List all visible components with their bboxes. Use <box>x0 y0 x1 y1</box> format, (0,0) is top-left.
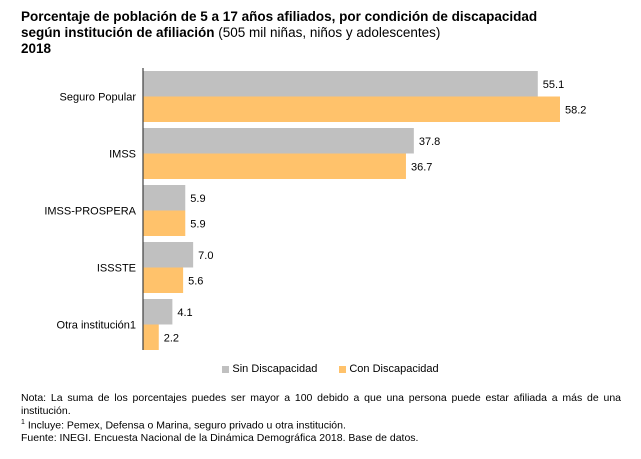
legend-swatch-con-discapacidad <box>339 365 347 373</box>
bar-con-discapacidad-issste <box>143 267 184 293</box>
note-text: Nota: La suma de los porcentajes puedes … <box>21 392 621 417</box>
value-label-sin-discapacidad-issste: 7.0 <box>198 250 213 262</box>
bar-sin-discapacidad-issste <box>143 242 194 268</box>
legend-item-sin-discapacidad: Sin Discapacidad <box>222 363 317 375</box>
value-label-con-discapacidad-otra-institucion1: 2.2 <box>164 332 179 344</box>
bar-con-discapacidad-otra-institucion1 <box>143 324 159 350</box>
value-label-sin-discapacidad-seguro-popular: 55.1 <box>543 79 564 91</box>
footnote: 1 Incluye: Pemex, Defensa o Marina, segu… <box>21 417 621 432</box>
value-label-sin-discapacidad-otra-institucion1: 4.1 <box>177 307 192 319</box>
value-label-con-discapacidad-imss: 36.7 <box>411 161 432 173</box>
category-label-imss-prospera: IMSS-PROSPERA <box>44 206 136 218</box>
title-line-1: Porcentaje de población de 5 a 17 años a… <box>21 9 538 24</box>
value-label-con-discapacidad-imss-prospera: 5.9 <box>190 218 205 230</box>
title-line-2-light: (505 mil niñas, niños y adolescentes) <box>214 25 441 40</box>
footnote-mark: 1 <box>21 419 25 426</box>
footnote-text: Incluye: Pemex, Defensa o Marina, seguro… <box>24 419 346 432</box>
bar-con-discapacidad-imss <box>143 153 406 179</box>
source-text: Fuente: INEGI. Encuesta Nacional de la D… <box>21 432 419 444</box>
value-label-con-discapacidad-issste: 5.6 <box>188 275 203 287</box>
bar-sin-discapacidad-imss-prospera <box>143 185 186 211</box>
chart-legend: Sin Discapacidad Con Discapacidad <box>0 363 641 375</box>
chart-notes: Nota: La suma de los porcentajes puedes … <box>21 392 621 445</box>
value-label-con-discapacidad-seguro-popular: 58.2 <box>565 104 586 116</box>
category-label-imss: IMSS <box>109 149 136 161</box>
legend-item-con-discapacidad: Con Discapacidad <box>339 363 439 375</box>
chart-title: Porcentaje de población de 5 a 17 años a… <box>21 9 537 57</box>
category-label-issste: ISSSTE <box>97 263 136 275</box>
title-line-2: según institución de afiliación (505 mil… <box>21 25 537 41</box>
bar-sin-discapacidad-seguro-popular <box>143 71 538 97</box>
value-label-sin-discapacidad-imss: 37.8 <box>419 136 440 148</box>
category-label-otra-institucion1: Otra institución1 <box>57 320 136 332</box>
value-label-sin-discapacidad-imss-prospera: 5.9 <box>190 193 205 205</box>
title-line-3: 2018 <box>21 41 52 56</box>
bar-con-discapacidad-seguro-popular <box>143 96 560 122</box>
legend-label: Con Discapacidad <box>349 363 439 375</box>
bar-sin-discapacidad-imss <box>143 128 414 154</box>
title-line-2-bold: según institución de afiliación <box>21 25 215 40</box>
bar-con-discapacidad-imss-prospera <box>143 210 186 236</box>
bar-chart: Seguro Popular 55.1 58.2 IMSS 37.8 36.7 IMSS-P… <box>44 68 586 350</box>
category-label-seguro-popular: Seguro Popular <box>60 92 137 104</box>
legend-label: Sin Discapacidad <box>232 363 318 375</box>
bar-sin-discapacidad-otra-institucion1 <box>143 299 173 325</box>
legend-swatch-sin-discapacidad <box>222 365 230 373</box>
